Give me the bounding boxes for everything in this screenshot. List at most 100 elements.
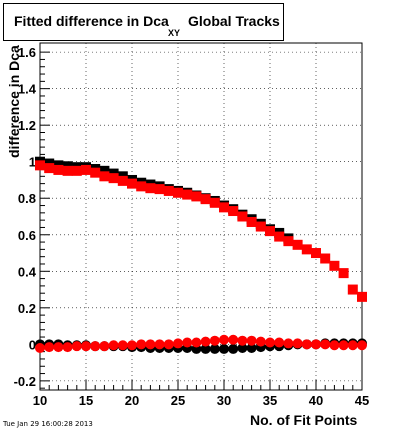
- data-point: [246, 342, 257, 353]
- data-point: [255, 336, 266, 347]
- data-point: [209, 335, 220, 346]
- data-point: [117, 340, 128, 351]
- data-point: [219, 343, 229, 354]
- data-point: [173, 338, 183, 349]
- x-tick-label: 35: [263, 393, 277, 408]
- data-point: [274, 231, 285, 242]
- x-tick-label: 45: [355, 393, 369, 408]
- data-point: [292, 239, 303, 250]
- data-point: [329, 340, 340, 351]
- y-tick-label: 1.2: [18, 118, 36, 133]
- data-point: [81, 164, 91, 175]
- data-point: [127, 178, 137, 189]
- data-point: [99, 341, 110, 352]
- plot-frame: [39, 42, 363, 391]
- y-tick-label: 0.6: [18, 228, 36, 243]
- data-point: [237, 342, 248, 353]
- x-tick-label: 25: [171, 393, 185, 408]
- data-point: [35, 342, 45, 353]
- x-axis-label: No. of Fit Points: [250, 412, 358, 428]
- data-point: [265, 337, 275, 348]
- data-point: [108, 173, 119, 184]
- data-point: [62, 165, 73, 176]
- data-point: [311, 248, 321, 259]
- data-point: [209, 197, 220, 208]
- data-point: [347, 284, 358, 295]
- data-point: [265, 226, 275, 237]
- data-point: [311, 339, 321, 350]
- tick-labels: 10 15 20 25 30 35 40 45 -0.2 0 0.2 0.4 0.6 0.8 1 1.2 1.4…: [14, 45, 370, 408]
- data-point: [71, 341, 82, 352]
- data-point: [136, 181, 147, 192]
- data-point: [357, 291, 367, 302]
- y-tick-label: -0.2: [14, 374, 36, 389]
- data-point: [62, 342, 73, 353]
- data-point: [320, 253, 331, 264]
- data-point: [301, 339, 312, 350]
- y-tick-label: 1.4: [18, 82, 37, 97]
- data-point: [136, 339, 147, 350]
- y-tick-label: 0.4: [18, 264, 37, 279]
- data-point: [108, 340, 119, 351]
- data-point: [338, 268, 349, 279]
- data-point: [81, 341, 91, 352]
- y-tick-label: 1: [29, 155, 36, 170]
- data-point: [35, 160, 45, 171]
- axis-ticks: [39, 51, 363, 390]
- y-axis-label: difference in Dca: [6, 45, 22, 158]
- data-point: [163, 339, 174, 350]
- data-point: [237, 211, 248, 222]
- y-tick-label: 1.6: [18, 45, 36, 60]
- y-tick-label: 0.8: [18, 191, 36, 206]
- data-point: [347, 340, 358, 351]
- title-box: Fitted difference in Dca XY Global Track…: [3, 3, 284, 41]
- data-point: [237, 335, 248, 346]
- data-point: [53, 342, 64, 353]
- data-point: [53, 164, 64, 175]
- data-point: [274, 337, 285, 348]
- data-point: [338, 340, 349, 351]
- data-point: [191, 191, 202, 202]
- data-point: [200, 194, 211, 205]
- data-point: [145, 183, 156, 194]
- data-point: [301, 244, 312, 255]
- data-point: [357, 340, 367, 351]
- data-point: [71, 165, 82, 176]
- x-tick-label: 40: [309, 393, 323, 408]
- x-tick-label: 20: [125, 393, 139, 408]
- x-tick-label: 10: [33, 393, 47, 408]
- grid: [39, 43, 363, 390]
- data-points: [35, 156, 367, 354]
- data-point: [209, 343, 220, 354]
- data-point: [90, 167, 101, 178]
- data-point: [200, 336, 211, 347]
- x-tick-label: 30: [217, 393, 231, 408]
- data-point: [191, 337, 202, 348]
- y-tick-label: 0: [29, 337, 36, 352]
- timestamp: Tue Jan 29 16:00:28 2013: [3, 420, 93, 428]
- data-point: [117, 175, 128, 186]
- data-point: [182, 337, 193, 348]
- data-point: [99, 165, 110, 176]
- data-point: [246, 335, 257, 346]
- data-point: [283, 338, 294, 349]
- data-point: [154, 184, 165, 195]
- data-point: [219, 202, 229, 213]
- data-point: [44, 342, 55, 353]
- data-point: [200, 343, 211, 354]
- data-point: [228, 343, 239, 354]
- data-point: [127, 340, 137, 351]
- chart-title-tail: Global Tracks: [188, 13, 280, 29]
- data-point: [228, 334, 239, 345]
- data-point: [320, 339, 331, 350]
- data-point: [246, 216, 257, 227]
- x-tick-label: 15: [79, 393, 93, 408]
- data-point: [145, 339, 156, 350]
- data-point: [329, 260, 340, 271]
- data-point: [219, 334, 229, 345]
- data-point: [99, 171, 110, 182]
- data-point: [283, 236, 294, 247]
- chart-title-subscript: XY: [168, 28, 181, 38]
- data-point: [90, 341, 101, 352]
